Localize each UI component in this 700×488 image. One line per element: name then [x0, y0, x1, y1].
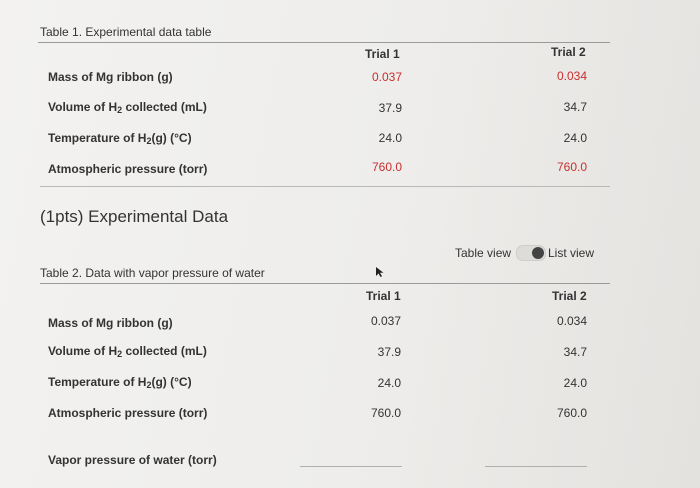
table1-row-label: Mass of Mg ribbon (g)	[48, 70, 173, 84]
mouse-cursor-icon	[376, 267, 384, 277]
subscript: 2	[117, 349, 123, 359]
label-text: collected (mL)	[122, 100, 207, 114]
table1-row-label: Volume of H2 collected (mL)	[48, 100, 207, 115]
vapor-pressure-trial1-input[interactable]	[300, 450, 402, 466]
table2-trial2-value[interactable]: 0.034	[556, 314, 587, 328]
table2-trial1-value[interactable]: 0.037	[370, 314, 401, 328]
toggle-knob	[532, 247, 544, 259]
label-text: Mass of Mg ribbon (g)	[48, 316, 173, 330]
table2-trial2-value[interactable]: 760.0	[556, 406, 587, 420]
table2-row-label: Temperature of H2(g) (°C)	[48, 375, 192, 390]
table2-row-label: Mass of Mg ribbon (g)	[48, 316, 173, 330]
table2-trial2-value[interactable]: 24.0	[563, 376, 587, 390]
trial1-answer-underline	[300, 466, 402, 467]
label-text: Volume of H	[48, 100, 118, 114]
table2-trial2-value[interactable]: 34.7	[563, 345, 587, 359]
table1-top-rule	[38, 42, 610, 43]
table2-caption: Table 2. Data with vapor pressure of wat…	[40, 266, 265, 280]
table1-trial1-value[interactable]: 760.0	[371, 160, 402, 174]
table1-trial2-value[interactable]: 24.0	[563, 131, 587, 145]
subscript: 2	[117, 105, 123, 115]
table1-header-trial1: Trial 1	[365, 47, 400, 61]
label-text: Atmospheric pressure (torr)	[48, 162, 208, 176]
subscript: 2	[146, 136, 152, 146]
vapor-pressure-label: Vapor pressure of water (torr)	[48, 453, 217, 467]
table1-trial1-value[interactable]: 37.9	[378, 101, 402, 115]
trial2-answer-underline	[485, 466, 587, 467]
label-text: Temperature of H	[48, 375, 147, 389]
label-text: (g) (°C)	[151, 131, 192, 145]
table1-trial2-value[interactable]: 0.034	[556, 69, 587, 83]
label-text: Mass of Mg ribbon (g)	[48, 70, 173, 84]
table2-trial1-value[interactable]: 760.0	[370, 406, 401, 420]
table2-row-label: Atmospheric pressure (torr)	[48, 406, 207, 420]
table1-caption: Table 1. Experimental data table	[40, 25, 212, 39]
table1-trial1-value[interactable]: 24.0	[378, 131, 402, 145]
list-view-label[interactable]: List view	[548, 246, 595, 260]
table2-row-label: Volume of H2 collected (mL)	[48, 344, 207, 359]
table2-trial1-value[interactable]: 37.9	[377, 345, 401, 359]
label-text: Temperature of H	[48, 131, 147, 145]
table2-header-trial1: Trial 1	[366, 289, 401, 303]
table1-trial2-value[interactable]: 760.0	[556, 160, 587, 174]
table1-row-label: Temperature of H2(g) (°C)	[48, 131, 192, 146]
table2-top-rule	[40, 283, 610, 284]
table1-trial1-value[interactable]: 0.037	[371, 70, 402, 84]
section-title: (1pts) Experimental Data	[40, 207, 229, 226]
label-text: (g) (°C)	[151, 375, 192, 389]
label-text: Volume of H	[48, 344, 118, 358]
table1-row-label: Atmospheric pressure (torr)	[48, 162, 207, 176]
table-view-label[interactable]: Table view	[455, 246, 512, 260]
view-toggle-switch[interactable]	[516, 245, 546, 261]
table1-header-trial2: Trial 2	[551, 45, 586, 59]
table1-bottom-rule	[40, 186, 610, 187]
label-text: Atmospheric pressure (torr)	[48, 406, 208, 420]
table2-header-trial2: Trial 2	[552, 289, 587, 303]
vapor-pressure-trial2-input[interactable]	[485, 450, 587, 466]
subscript: 2	[146, 380, 152, 390]
label-text: collected (mL)	[122, 344, 207, 358]
table2-trial1-value[interactable]: 24.0	[377, 376, 401, 390]
table1-trial2-value[interactable]: 34.7	[563, 100, 587, 114]
